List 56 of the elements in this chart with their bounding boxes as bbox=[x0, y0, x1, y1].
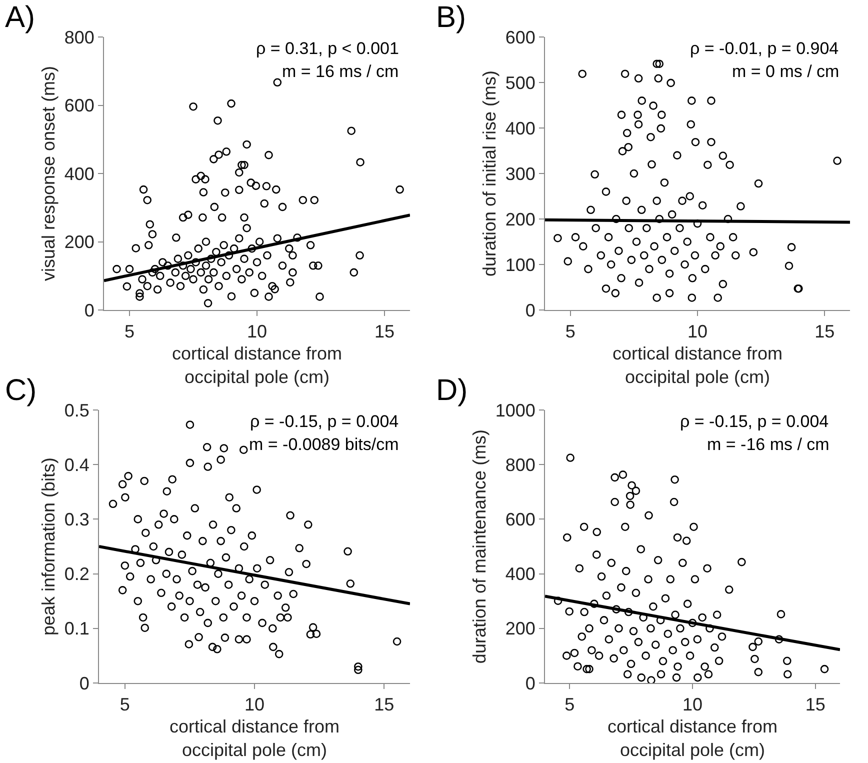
x-tick-label: 15 bbox=[805, 694, 826, 715]
y-tick-label: 200 bbox=[505, 209, 536, 230]
y-tick-label: 0 bbox=[84, 300, 94, 320]
y-tick-label: 1000 bbox=[495, 400, 536, 420]
x-tick-label: 15 bbox=[814, 322, 835, 342]
y-tick-label: 600 bbox=[505, 510, 536, 530]
x-tick-label: 10 bbox=[246, 322, 268, 342]
annotation: m = -0.0089 bits/cm bbox=[249, 435, 399, 454]
y-tick-label: 200 bbox=[64, 232, 94, 252]
y-axis-title: visual response onset (ms) bbox=[38, 66, 59, 282]
y-tick-label: 0 bbox=[525, 673, 536, 694]
y-tick-label: 300 bbox=[505, 164, 536, 184]
y-axis-title: peak information (bits) bbox=[38, 457, 59, 636]
y-tick-label: 0.5 bbox=[64, 400, 90, 420]
x-tick-label: 5 bbox=[565, 322, 576, 342]
annotation: m = 16 ms / cm bbox=[282, 62, 399, 81]
y-tick-label: 0.4 bbox=[64, 454, 90, 475]
annotation: ρ = -0.01, p = 0.904 bbox=[690, 39, 839, 58]
x-axis-title: cortical distance from occipital pole (cm) bbox=[607, 716, 778, 760]
chart-title: C) bbox=[5, 374, 37, 407]
y-tick-label: 0.2 bbox=[64, 564, 90, 584]
y-tick-label: 100 bbox=[505, 254, 536, 275]
y-tick-label: 500 bbox=[505, 72, 536, 93]
x-tick-label: 10 bbox=[244, 694, 265, 715]
x-tick-label: 10 bbox=[682, 694, 703, 715]
y-tick-label: 400 bbox=[505, 118, 536, 138]
y-tick-label: 600 bbox=[64, 96, 94, 116]
x-axis-title: cortical distance from occipital pole (cm) bbox=[172, 344, 342, 388]
y-tick-label: 400 bbox=[505, 564, 536, 584]
x-tick-label: 5 bbox=[564, 694, 575, 715]
x-axis-title: cortical distance from occipital pole (cm) bbox=[169, 716, 340, 760]
annotation: ρ = -0.15, p = 0.004 bbox=[680, 412, 829, 431]
annotation: ρ = 0.31, p < 0.001 bbox=[256, 39, 399, 58]
x-tick-label: 5 bbox=[124, 322, 135, 342]
chart-title: D) bbox=[436, 374, 468, 407]
y-tick-label: 0 bbox=[525, 300, 536, 320]
x-tick-label: 5 bbox=[120, 694, 130, 715]
y-tick-label: 200 bbox=[505, 618, 536, 639]
chart-title: A) bbox=[5, 1, 35, 34]
y-tick-label: 400 bbox=[64, 164, 94, 184]
x-tick-label: 15 bbox=[374, 322, 395, 342]
x-axis-title: cortical distance from occipital pole (cm) bbox=[612, 344, 783, 388]
y-tick-label: 0 bbox=[79, 673, 90, 694]
annotation: m = 0 ms / cm bbox=[732, 62, 840, 81]
annotation: ρ = -0.15, p = 0.004 bbox=[250, 412, 399, 431]
y-tick-label: 0.3 bbox=[64, 510, 90, 530]
y-tick-label: 800 bbox=[505, 454, 536, 475]
x-tick-label: 15 bbox=[374, 694, 394, 715]
annotation: m = -16 ms / cm bbox=[707, 435, 830, 454]
y-axis-title: duration of initial rise (ms) bbox=[480, 70, 500, 277]
y-tick-label: 0.1 bbox=[64, 618, 90, 639]
y-tick-label: 800 bbox=[64, 27, 94, 48]
x-tick-label: 10 bbox=[687, 322, 708, 342]
y-tick-label: 600 bbox=[505, 27, 536, 48]
chart-title: B) bbox=[436, 1, 466, 34]
y-axis-title: duration of maintenance (ms) bbox=[470, 429, 490, 664]
